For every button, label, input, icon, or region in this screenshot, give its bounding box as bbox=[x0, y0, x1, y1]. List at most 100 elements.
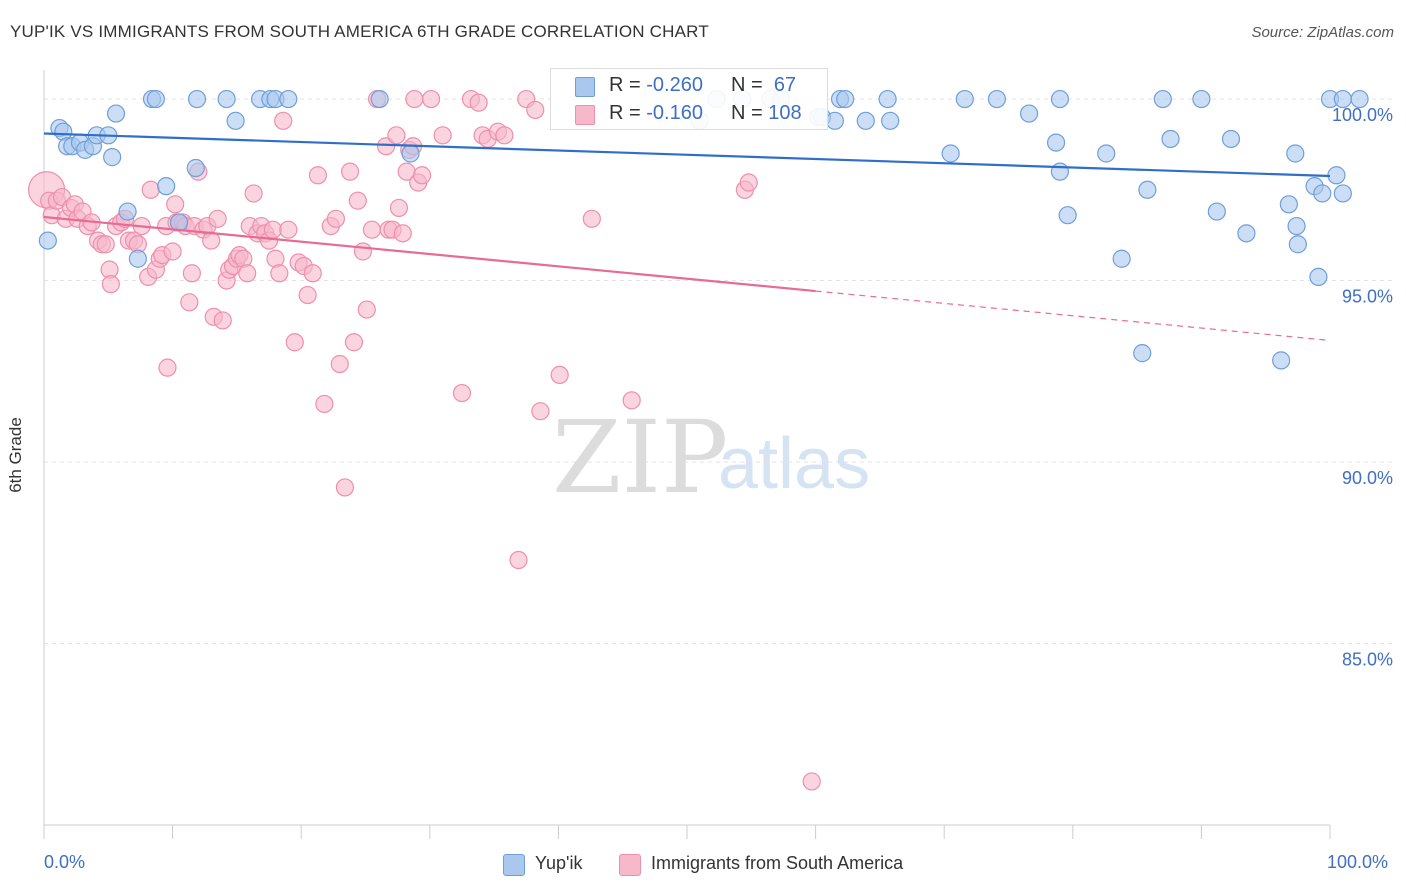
yupik-point bbox=[1046, 133, 1066, 152]
y-tick-label: 100.0% bbox=[1332, 105, 1393, 125]
immigrants-point bbox=[362, 220, 382, 239]
watermark-atlas: atlas bbox=[718, 424, 870, 504]
legend-label: Yup'ik bbox=[535, 853, 583, 873]
yupik-swatch bbox=[575, 77, 595, 97]
immigrants-point bbox=[389, 198, 409, 218]
immigrants-point bbox=[622, 391, 641, 410]
immigrants-point bbox=[182, 264, 201, 283]
yupik-point bbox=[1207, 202, 1226, 221]
grid bbox=[44, 98, 1393, 645]
immigrants-point bbox=[166, 195, 185, 214]
immigrants-point bbox=[739, 173, 758, 192]
immigrants-point bbox=[303, 264, 322, 283]
yupik-point bbox=[1272, 351, 1291, 370]
trend-lines bbox=[43, 132, 1331, 342]
y-tick-label: 90.0% bbox=[1342, 468, 1393, 488]
y-tick-labels: 100.0% 95.0% 90.0% 85.0% bbox=[1332, 105, 1393, 669]
immigrants-point bbox=[208, 209, 227, 228]
yupik-point bbox=[1050, 162, 1070, 181]
stats-legend: R = -0.260 N = 67 R = -0.160 N = 108 bbox=[550, 68, 828, 130]
y-tick-label: 85.0% bbox=[1342, 650, 1393, 670]
yupik-point bbox=[1153, 89, 1172, 109]
yupik-point bbox=[370, 89, 389, 109]
yupik-point bbox=[825, 111, 844, 130]
immigrants-point bbox=[274, 111, 293, 130]
x-tick-label-max: 100.0% bbox=[1327, 852, 1389, 872]
immigrants-point bbox=[330, 354, 349, 374]
immigrants-point bbox=[263, 220, 283, 239]
yupik-point bbox=[1097, 144, 1116, 163]
immigrants-point bbox=[158, 358, 177, 377]
yupik-point bbox=[1333, 184, 1352, 203]
chart-title: YUP'IK VS IMMIGRANTS FROM SOUTH AMERICA … bbox=[10, 22, 709, 41]
immigrants-point bbox=[335, 478, 355, 497]
series-legend: Yup'ik Immigrants from South America bbox=[0, 852, 1406, 878]
yupik-point bbox=[1286, 144, 1305, 163]
n-stat: N = 108 bbox=[731, 102, 802, 124]
yupik-point bbox=[1112, 249, 1131, 268]
yupik-point bbox=[118, 202, 137, 221]
yupik-point bbox=[38, 231, 57, 250]
immigrants-point bbox=[582, 209, 601, 228]
immigrants-point bbox=[802, 772, 821, 791]
immigrants-point bbox=[550, 365, 569, 385]
immigrants-point bbox=[526, 100, 545, 120]
yupik-point bbox=[157, 177, 176, 196]
immigrants-point bbox=[452, 383, 472, 403]
immigrants-point bbox=[353, 242, 373, 261]
yupik-point bbox=[878, 89, 897, 109]
immigrants-point bbox=[509, 550, 528, 570]
yupik-point bbox=[1058, 206, 1077, 225]
yupik-point bbox=[106, 104, 126, 123]
yupik-point bbox=[941, 144, 960, 163]
watermark-zip: ZIP bbox=[552, 399, 728, 516]
immigrants-point bbox=[270, 264, 289, 283]
legend-label: Immigrants from South America bbox=[651, 853, 904, 873]
yupik-point bbox=[1050, 89, 1070, 109]
yupik-point bbox=[103, 148, 122, 167]
yupik-point bbox=[955, 89, 974, 109]
yupik-point bbox=[128, 249, 147, 268]
immigrants-point bbox=[469, 93, 488, 112]
yupik-point bbox=[1350, 89, 1369, 109]
immigrants-point bbox=[180, 293, 199, 312]
yupik-point bbox=[881, 111, 900, 130]
immigrants-point bbox=[495, 126, 514, 145]
y-axis-label: 6th Grade bbox=[6, 417, 25, 493]
immigrants-trend-line bbox=[43, 215, 816, 293]
immigrants-point bbox=[298, 285, 317, 305]
yupik-point bbox=[1309, 267, 1328, 286]
yupik-point bbox=[1138, 180, 1157, 199]
yupik-legend-swatch bbox=[503, 854, 525, 876]
source-credit: Source: ZipAtlas.com bbox=[1251, 24, 1394, 41]
yupik-point bbox=[856, 111, 875, 130]
yupik-point bbox=[279, 89, 298, 109]
x-tick-label-min: 0.0% bbox=[44, 852, 86, 872]
r-stat: R = -0.260 bbox=[609, 74, 703, 96]
yupik-point bbox=[1287, 216, 1306, 236]
yupik-point bbox=[226, 111, 245, 130]
yupik-point bbox=[1237, 224, 1256, 243]
yupik-point bbox=[146, 89, 165, 109]
immigrants-point bbox=[387, 126, 406, 145]
immigrants-point bbox=[213, 311, 232, 330]
immigrants-point bbox=[308, 166, 328, 185]
yupik-point bbox=[1221, 129, 1241, 149]
yupik-point bbox=[187, 89, 207, 109]
yupik-point bbox=[1133, 344, 1152, 363]
yupik-point bbox=[1313, 184, 1332, 203]
yupik-point bbox=[1019, 104, 1039, 123]
yupik-point bbox=[1161, 129, 1180, 149]
immigrants-point bbox=[163, 242, 182, 261]
immigrants-point bbox=[141, 180, 160, 199]
r-stat: R = -0.160 bbox=[609, 102, 703, 124]
immigrants-point bbox=[405, 89, 424, 109]
immigrants-point bbox=[531, 402, 550, 421]
yupik-point bbox=[1192, 89, 1211, 109]
immigrants-swatch bbox=[575, 105, 595, 125]
immigrants-point bbox=[315, 394, 334, 414]
yupik-point bbox=[1288, 235, 1307, 254]
immigrants-point bbox=[421, 89, 441, 109]
immigrants-point bbox=[285, 333, 304, 352]
